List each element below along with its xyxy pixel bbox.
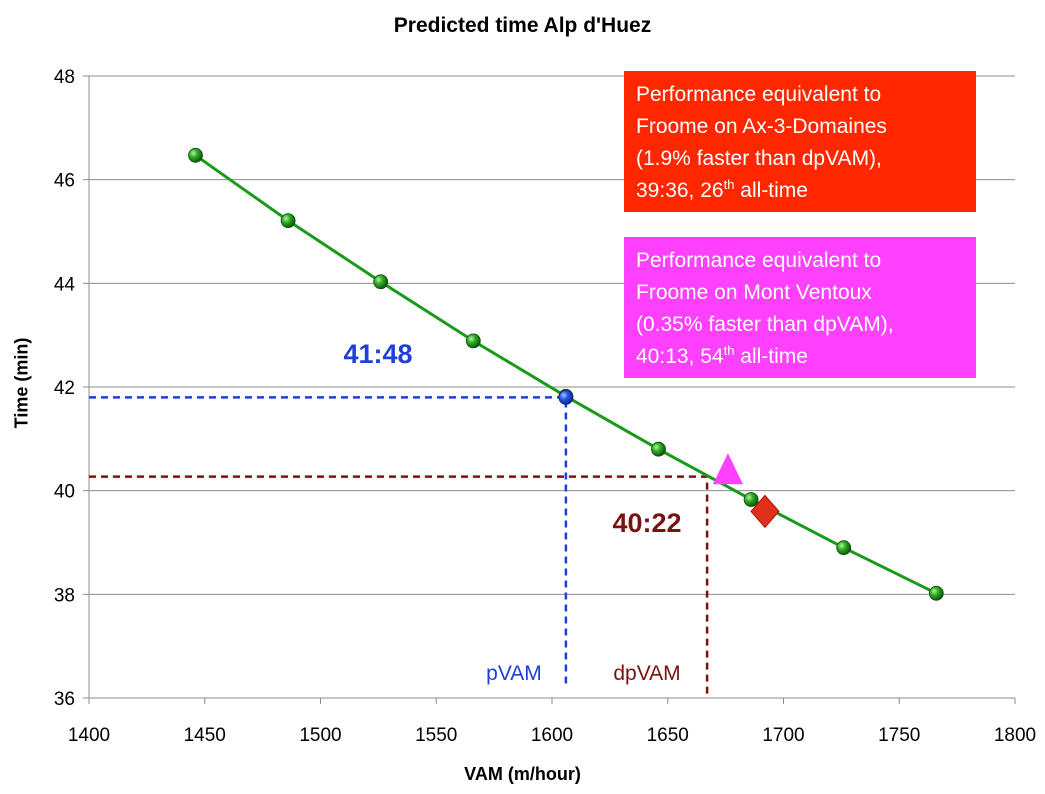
- annotation-ventoux-line4: 40:13, 54th all-time: [636, 341, 964, 373]
- y-tick-label: 40: [54, 482, 75, 503]
- x-tick-label: 1600: [531, 725, 573, 746]
- x-tick-label: 1800: [994, 725, 1036, 746]
- x-tick-label: 1550: [415, 725, 457, 746]
- annotation-ventoux-line4-sup: th: [723, 343, 735, 358]
- x-tick-label: 1700: [762, 725, 804, 746]
- mont-ventoux-triangle-marker: [712, 453, 743, 485]
- annotation-ax3-line4-post: all-time: [734, 179, 808, 202]
- x-tick-label: 1750: [878, 725, 920, 746]
- annotation-ventoux-line1: Performance equivalent to: [636, 249, 882, 272]
- x-tick-label: 1500: [299, 725, 341, 746]
- dpvam-value-label: 40:22: [612, 508, 681, 538]
- dpvam-label: dpVAM: [613, 662, 680, 685]
- x-tick-label: 1450: [184, 725, 226, 746]
- pvam-value-label: 41:48: [343, 339, 412, 369]
- x-tick-label: 1400: [68, 725, 110, 746]
- annotation-ventoux-line3: (0.35% faster than dpVAM),: [636, 313, 894, 336]
- data-point: [465, 333, 481, 349]
- ax3-domaines-diamond-marker: [750, 494, 780, 529]
- annotation-mont-ventoux: Performance equivalent to Froome on Mont…: [624, 237, 976, 378]
- annotation-ax3-line4: 39:36, 26th all-time: [636, 175, 964, 207]
- annotation-ventoux-line4-post: all-time: [734, 345, 808, 368]
- y-tick-label: 38: [54, 585, 75, 606]
- data-point: [651, 441, 666, 457]
- y-tick-label: 42: [54, 378, 75, 399]
- data-point: [188, 147, 203, 163]
- annotation-ax3-line4-pre: 39:36, 26: [636, 179, 724, 202]
- data-point: [836, 540, 852, 556]
- y-tick-label: 48: [54, 67, 75, 88]
- x-axis-label: VAM (m/hour): [464, 764, 581, 784]
- y-tick-label: 46: [54, 171, 75, 192]
- pvam-point: [558, 389, 574, 405]
- data-point: [373, 274, 389, 290]
- data-point: [928, 585, 944, 601]
- y-tick-label: 44: [54, 274, 76, 295]
- chart-title: Predicted time Alp d'Huez: [393, 14, 652, 37]
- pvam-guide-line: [89, 396, 568, 686]
- annotation-ax3-line2: Froome on Ax-3-Domaines: [636, 115, 887, 138]
- annotation-ax3-domaines: Performance equivalent to Froome on Ax-3…: [624, 71, 976, 212]
- annotation-ventoux-line2: Froome on Mont Ventoux: [636, 281, 872, 304]
- data-point: [280, 213, 296, 229]
- annotation-ax3-line4-sup: th: [723, 177, 735, 192]
- x-tick-label: 1650: [647, 725, 689, 746]
- annotation-ax3-line3: (1.9% faster than dpVAM),: [636, 147, 882, 170]
- annotation-ventoux-line4-pre: 40:13, 54: [636, 345, 724, 368]
- y-tick-label: 36: [54, 689, 75, 710]
- data-point: [743, 492, 759, 507]
- annotation-ax3-line1: Performance equivalent to: [636, 83, 882, 106]
- pvam-label: pVAM: [486, 662, 542, 685]
